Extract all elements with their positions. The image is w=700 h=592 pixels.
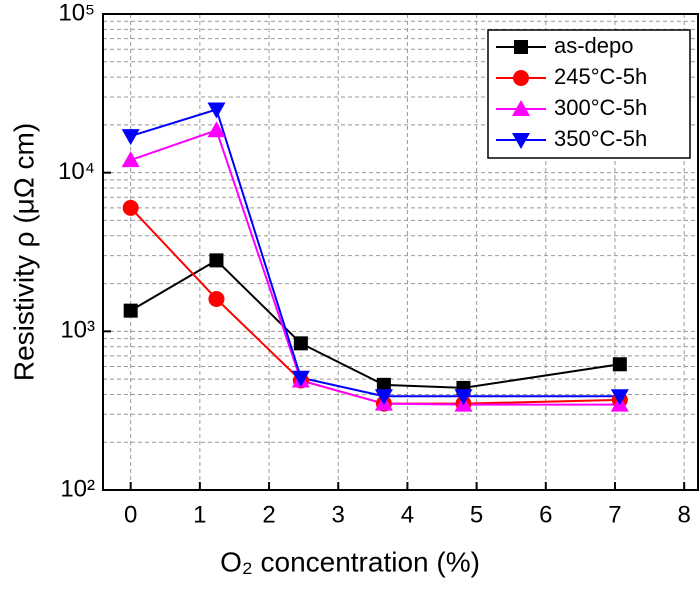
marker	[121, 129, 140, 146]
x-tick-label: 4	[401, 501, 414, 528]
legend: as-depo 245°C-5h 300°C-5h 350°C-5h	[487, 29, 691, 159]
marker	[121, 151, 140, 168]
x-tick-label: 8	[677, 501, 690, 528]
marker	[512, 133, 530, 149]
marker	[293, 336, 308, 351]
marker	[208, 290, 225, 307]
marker	[376, 377, 391, 392]
marker	[207, 102, 226, 119]
y-tick-label: 10³	[60, 317, 95, 344]
y-tick-label: 10⁵	[58, 0, 95, 26]
y-tick-label: 10²	[60, 475, 95, 502]
series-line	[130, 259, 620, 389]
series-line	[130, 108, 620, 398]
marker	[122, 199, 139, 216]
marker	[610, 389, 629, 406]
x-tick-label: 3	[332, 501, 345, 528]
x-tick-label: 0	[124, 501, 137, 528]
legend-label: 245°C-5h	[554, 64, 647, 89]
x-tick-label: 6	[539, 501, 552, 528]
series-line	[129, 207, 620, 405]
legend-label: as-depo	[554, 33, 634, 58]
legend-label: 300°C-5h	[554, 95, 647, 120]
marker	[514, 40, 528, 54]
marker	[454, 389, 473, 406]
x-tick-label: 5	[470, 501, 483, 528]
x-tick-label: 2	[262, 501, 275, 528]
y-axis-label: Resistivity ρ (μΩ cm)	[8, 123, 39, 381]
marker	[291, 370, 310, 387]
marker	[123, 303, 138, 318]
marker	[513, 70, 529, 86]
marker	[209, 253, 224, 268]
marker	[512, 100, 530, 116]
y-tick-label: 10⁴	[58, 158, 95, 185]
series-line	[130, 128, 620, 406]
marker	[374, 389, 393, 406]
x-tick-label: 7	[608, 501, 621, 528]
plot-frame	[102, 13, 699, 491]
marker	[612, 357, 627, 372]
marker	[207, 121, 226, 138]
legend-label: 350°C-5h	[554, 126, 647, 151]
x-tick-label: 1	[193, 501, 206, 528]
x-axis-label: O₂ concentration (%)	[220, 546, 480, 577]
